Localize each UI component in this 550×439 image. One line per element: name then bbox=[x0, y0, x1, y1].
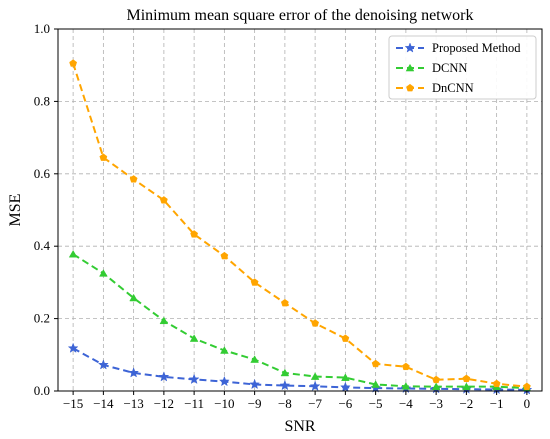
x-tick-label: 0 bbox=[524, 396, 531, 411]
data-point bbox=[99, 269, 108, 277]
legend-label: DCNN bbox=[432, 61, 467, 75]
data-point bbox=[341, 334, 350, 342]
data-point bbox=[371, 380, 380, 388]
y-axis: 0.0 0.2 0.4 0.6 0.8 1.0 bbox=[34, 21, 58, 398]
data-point bbox=[492, 379, 501, 388]
series-dcnn bbox=[68, 249, 532, 392]
data-point bbox=[341, 373, 350, 381]
data-point bbox=[128, 367, 140, 378]
data-point bbox=[310, 372, 320, 380]
x-tick-label: −12 bbox=[154, 396, 174, 411]
x-axis-label: SNR bbox=[284, 418, 315, 435]
chart-title: Minimum mean square error of the denoisi… bbox=[126, 7, 473, 24]
data-point bbox=[462, 382, 471, 390]
data-point bbox=[311, 319, 320, 327]
data-point bbox=[401, 382, 411, 390]
x-tick-label: −2 bbox=[459, 396, 473, 411]
x-tick-label: −5 bbox=[369, 396, 383, 411]
plot-series bbox=[67, 59, 533, 395]
x-tick-label: −6 bbox=[338, 396, 352, 411]
x-axis: −15 −14 −13 −12 −11 −10 −9 −8 −7 −6 −5 −4 −3 −2 −1 0 bbox=[63, 391, 530, 411]
x-tick-label: −13 bbox=[123, 396, 143, 411]
data-point bbox=[522, 382, 531, 390]
data-point bbox=[249, 378, 261, 390]
data-point bbox=[339, 381, 351, 393]
series-line bbox=[72, 347, 527, 391]
x-tick-label: −4 bbox=[399, 396, 413, 411]
series-dncnn bbox=[69, 59, 531, 390]
data-point bbox=[99, 153, 108, 161]
legend-box bbox=[388, 35, 537, 100]
data-point bbox=[371, 359, 380, 368]
data-point bbox=[250, 355, 259, 363]
data-point bbox=[189, 334, 199, 342]
data-point bbox=[158, 371, 170, 382]
data-point bbox=[279, 379, 291, 391]
legend-label: DnCNN bbox=[432, 81, 474, 95]
data-point bbox=[250, 278, 259, 286]
data-point bbox=[280, 298, 289, 307]
data-point bbox=[69, 59, 78, 67]
data-point bbox=[188, 373, 200, 385]
data-point bbox=[67, 342, 79, 353]
data-point bbox=[462, 374, 471, 383]
data-point bbox=[129, 293, 138, 302]
series-line bbox=[72, 253, 527, 390]
data-point bbox=[68, 249, 78, 258]
x-tick-label: −8 bbox=[278, 396, 292, 411]
y-tick-label: 0.0 bbox=[34, 383, 50, 398]
data-point bbox=[129, 175, 138, 183]
y-tick-label: 0.8 bbox=[34, 93, 50, 108]
x-tick-label: −3 bbox=[429, 396, 443, 411]
y-tick-label: 1.0 bbox=[34, 21, 50, 36]
data-point bbox=[309, 380, 321, 391]
legend-marker bbox=[405, 63, 415, 72]
x-tick-label: −15 bbox=[63, 396, 83, 411]
x-tick-label: −7 bbox=[308, 396, 322, 411]
y-tick-label: 0.2 bbox=[34, 311, 50, 326]
legend-marker bbox=[404, 42, 416, 53]
y-tick-label: 0.4 bbox=[34, 238, 51, 253]
series-line bbox=[72, 63, 527, 388]
y-axis-label: MSE bbox=[7, 194, 24, 227]
data-point bbox=[431, 382, 441, 390]
data-point bbox=[432, 375, 441, 384]
y-tick-label: 0.6 bbox=[34, 166, 51, 181]
x-tick-label: −11 bbox=[184, 396, 204, 411]
data-point bbox=[280, 368, 290, 377]
data-point bbox=[220, 251, 229, 260]
legend-label: Proposed Method bbox=[432, 41, 521, 55]
data-point bbox=[401, 362, 410, 371]
data-point bbox=[220, 346, 229, 354]
x-tick-label: −1 bbox=[490, 396, 504, 411]
legend: Proposed Method DCNN DnCNN bbox=[388, 35, 537, 100]
x-tick-label: −10 bbox=[214, 396, 234, 411]
legend-marker bbox=[406, 83, 414, 92]
data-point bbox=[190, 230, 199, 238]
data-point bbox=[159, 196, 168, 204]
x-tick-label: −9 bbox=[248, 396, 262, 411]
data-point bbox=[159, 316, 169, 325]
plot-frame bbox=[57, 28, 543, 392]
data-point bbox=[97, 359, 109, 370]
x-tick-label: −14 bbox=[93, 396, 114, 411]
data-point bbox=[218, 375, 230, 387]
